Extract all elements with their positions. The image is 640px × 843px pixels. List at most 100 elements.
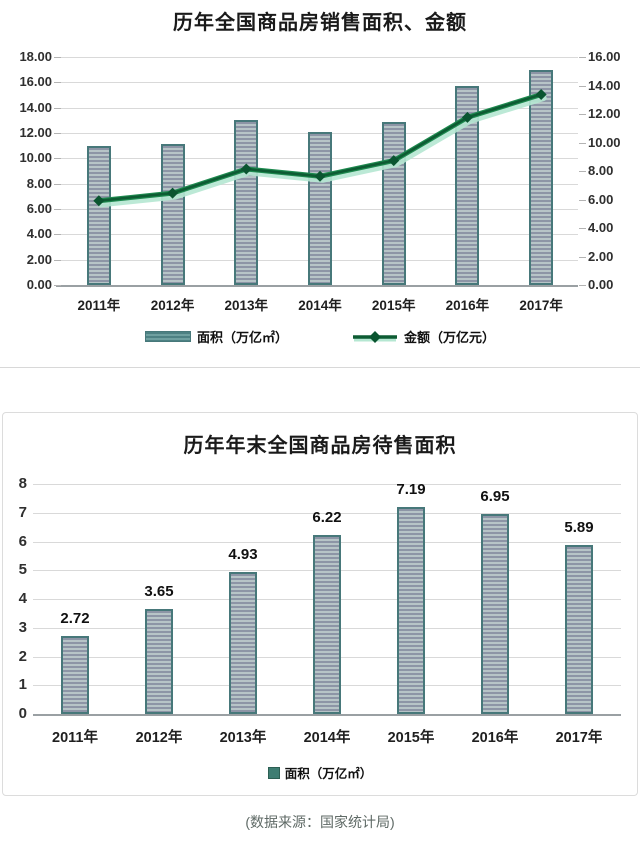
left-axis-tick-label: 16.00	[19, 74, 52, 90]
line-marker	[388, 155, 400, 167]
x-axis-label: 2017年	[555, 730, 603, 746]
bar-value-label: 3.65	[144, 583, 174, 601]
x-axis-label: 2014年	[303, 730, 351, 746]
grid-line	[33, 484, 621, 485]
right-axis-tick-mark	[579, 85, 586, 87]
unsold-area-bar	[397, 507, 425, 714]
bar-value-label: 7.19	[396, 481, 426, 499]
line-marker	[461, 111, 473, 123]
line-marker	[535, 88, 547, 100]
left-axis-tick-label: 0.00	[26, 277, 52, 292]
unsold-area-bar	[481, 514, 509, 714]
left-axis-tick-mark	[54, 158, 61, 160]
unsold-area-bar	[145, 609, 173, 714]
left-axis-tick-mark	[54, 259, 61, 261]
left-axis-tick-label: 8.00	[26, 175, 52, 191]
x-axis-label: 2015年	[371, 298, 416, 313]
y-axis-tick-label: 1	[18, 676, 27, 694]
bar-value-label: 4.93	[228, 546, 258, 564]
right-axis-tick-label: 10.00	[588, 134, 621, 150]
x-axis-label: 2015年	[387, 730, 435, 746]
line-marker	[240, 163, 252, 175]
y-axis-tick-label: 0	[18, 705, 27, 722]
left-axis-tick-mark	[54, 234, 61, 236]
chart-sales: 历年全国商品房销售面积、金额 18.00 16.00 14.00 12.00 10.00…	[0, 0, 640, 368]
grid-line	[56, 82, 578, 84]
right-axis-tick-mark	[579, 114, 586, 115]
left-axis-tick-label: 14.00	[19, 99, 52, 115]
chart-unsold-title: 历年年末全国商品房待售面积	[183, 435, 457, 457]
x-axis-label: 2013年	[224, 298, 269, 313]
grid-line	[33, 512, 621, 514]
y-axis-tick-label: 7	[18, 503, 27, 521]
right-axis-tick-mark	[579, 171, 586, 172]
y-axis-tick-label: 6	[18, 532, 27, 550]
chart-sales-title: 历年全国商品房销售面积、金额	[173, 12, 467, 34]
chart-unsold-legend: 面积（万亿㎡）	[3, 763, 637, 782]
right-axis-tick-label: 2.00	[588, 248, 614, 264]
left-axis-tick-mark	[54, 183, 61, 185]
bar-value-label: 5.89	[564, 518, 594, 536]
grid-line	[56, 107, 578, 109]
area-bar	[381, 122, 406, 285]
legend-amount-label: 金额（万亿元）	[404, 330, 496, 345]
left-axis-tick-mark	[54, 209, 61, 210]
left-axis-tick-label: 10.00	[19, 150, 52, 166]
bar-value-label: 6.95	[480, 488, 510, 506]
x-axis-label: 2016年	[445, 298, 490, 313]
area-bar	[160, 144, 185, 285]
right-axis-tick-mark	[579, 199, 586, 201]
chart-sales-legend: 面积（万亿㎡） 金额（万亿元）	[0, 327, 640, 346]
source-note: (数据来源：国家统计局)	[245, 814, 395, 830]
line-marker	[167, 187, 179, 199]
y-axis-tick-label: 2	[18, 647, 27, 665]
area-bar-swatch-icon	[144, 331, 191, 342]
line-marker	[314, 170, 326, 182]
x-axis-label: 2017年	[519, 298, 563, 313]
right-axis-tick-mark	[579, 228, 586, 229]
right-axis-tick-mark	[579, 57, 586, 58]
line-marker	[93, 195, 105, 207]
left-axis-tick-mark	[54, 57, 61, 58]
right-axis-tick-label: 12.00	[588, 106, 621, 121]
x-axis-label: 2011年	[77, 298, 121, 313]
left-axis-tick-label: 18.00	[19, 49, 52, 64]
chart-unsold: 历年年末全国商品房待售面积 8 7 6 5 4 3 2 1 0 2.72 3.65 4.93 6.22 7…	[2, 412, 638, 796]
area-bar	[308, 132, 332, 285]
grid-line	[33, 714, 621, 716]
bar-value-label: 6.22	[312, 509, 342, 527]
legend-item-area2: 面积（万亿㎡）	[267, 763, 372, 782]
left-axis-tick-mark	[54, 107, 61, 109]
right-axis-tick-label: 6.00	[588, 191, 614, 207]
legend-area-label: 面积（万亿㎡）	[196, 330, 288, 345]
area-bar	[86, 145, 111, 285]
right-axis-tick-mark	[579, 142, 586, 144]
right-axis-tick-label: 14.00	[588, 77, 621, 93]
left-axis-tick-label: 12.00	[19, 125, 52, 140]
y-axis-tick-label: 4	[18, 590, 27, 607]
y-axis-tick-label: 8	[18, 475, 27, 492]
right-axis-tick-label: 8.00	[588, 163, 614, 178]
left-axis-tick-label: 4.00	[26, 226, 52, 242]
amount-line-swatch-icon	[353, 330, 397, 343]
amount-line-series	[93, 88, 547, 208]
x-axis-label: 2011年	[52, 730, 98, 746]
area-square-swatch-icon	[267, 766, 280, 779]
right-axis-tick-label: 16.00	[588, 49, 621, 64]
left-axis-tick-mark	[54, 285, 61, 286]
x-axis-label: 2012年	[135, 730, 183, 746]
unsold-area-bar	[229, 572, 257, 714]
grid-line	[56, 57, 578, 58]
unsold-area-bar	[61, 635, 89, 714]
grid-line	[56, 285, 578, 287]
legend-item-amount: 金额（万亿元）	[352, 327, 495, 346]
bar-value-label: 2.72	[60, 609, 90, 627]
x-axis-label: 2016年	[471, 730, 519, 746]
unsold-area-bar	[565, 544, 593, 714]
x-axis-label: 2012年	[150, 298, 195, 313]
right-axis-tick-label: 4.00	[588, 220, 614, 235]
area-bar	[529, 70, 554, 285]
x-axis-label: 2014年	[298, 298, 342, 313]
area-bar	[234, 119, 259, 285]
